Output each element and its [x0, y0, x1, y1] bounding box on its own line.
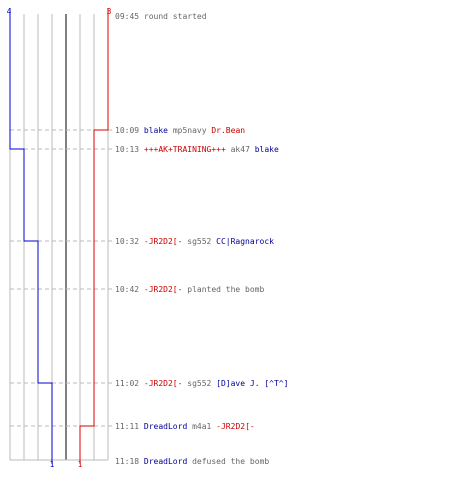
player-name: +++AK+TRAINING+++	[144, 145, 226, 154]
event-action: planted the bomb	[182, 285, 264, 294]
timeline-grid	[9, 14, 109, 461]
blue-end-score: 1	[50, 460, 55, 469]
event-connectors	[10, 129, 113, 427]
red-end-score: 1	[78, 460, 83, 469]
event-action: defused the bomb	[187, 457, 269, 466]
event-action: mp5navy	[168, 126, 211, 135]
event-row: 11:02 -JR2D2[- sg552 [D]ave J. [^T^]	[115, 379, 288, 388]
player-name: blake	[144, 126, 168, 135]
red-start-score: 3	[107, 7, 112, 16]
event-time: 09:45	[115, 12, 144, 21]
event-action: round started	[144, 12, 207, 21]
player-name: DreadLord	[144, 422, 188, 431]
event-action: sg552	[182, 379, 216, 388]
event-action: ak47	[226, 145, 255, 154]
event-row: 09:45 round started	[115, 12, 207, 21]
player-name: -JR2D2[-	[216, 422, 255, 431]
blue-team-line	[9, 8, 53, 464]
event-row: 10:32 -JR2D2[- sg552 CC|Ragnarock	[115, 237, 274, 246]
event-time: 11:18	[115, 457, 144, 466]
event-action: m4a1	[187, 422, 216, 431]
player-name: Dr.Bean	[211, 126, 245, 135]
event-row: 11:11 DreadLord m4a1 -JR2D2[-	[115, 422, 255, 431]
event-time: 10:09	[115, 126, 144, 135]
player-name: DreadLord	[144, 457, 188, 466]
event-row: 10:13 +++AK+TRAINING+++ ak47 blake	[115, 145, 279, 154]
event-row: 10:42 -JR2D2[- planted the bomb	[115, 285, 265, 294]
player-name: -JR2D2[-	[144, 285, 183, 294]
player-name: -JR2D2[-	[144, 379, 183, 388]
blue-start-score: 4	[7, 7, 12, 16]
red-team-line	[79, 8, 109, 464]
event-time: 10:32	[115, 237, 144, 246]
event-time: 11:02	[115, 379, 144, 388]
event-log: 09:45 round started 10:09 blake mp5navy D…	[115, 12, 288, 466]
event-action: sg552	[182, 237, 216, 246]
player-name: blake	[255, 145, 279, 154]
player-name: CC|Ragnarock	[216, 237, 274, 246]
event-time: 11:11	[115, 422, 144, 431]
player-name: -JR2D2[-	[144, 237, 183, 246]
event-time: 10:42	[115, 285, 144, 294]
event-row: 11:18 DreadLord defused the bomb	[115, 457, 269, 466]
event-row: 10:09 blake mp5navy Dr.Bean	[115, 126, 245, 135]
player-name: [D]ave J. [^T^]	[216, 379, 288, 388]
event-time: 10:13	[115, 145, 144, 154]
